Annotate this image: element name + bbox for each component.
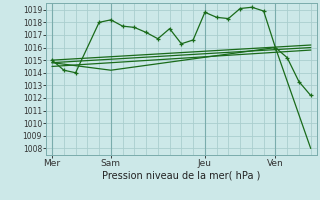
X-axis label: Pression niveau de la mer( hPa ): Pression niveau de la mer( hPa ) — [102, 171, 260, 181]
